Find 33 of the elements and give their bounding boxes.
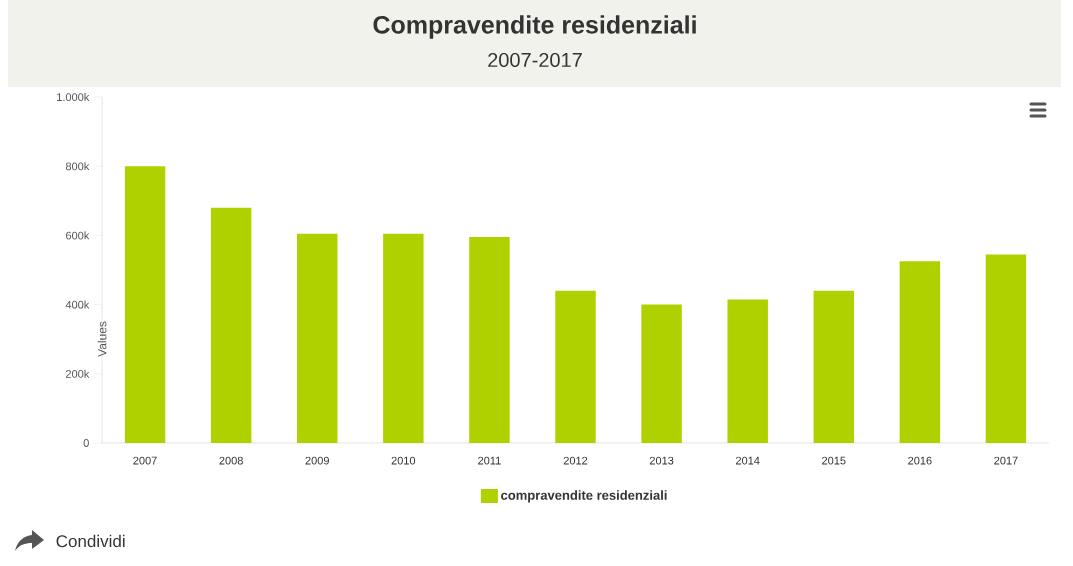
y-tick-label: 200k bbox=[65, 369, 90, 378]
text: Condividi bbox=[56, 534, 125, 548]
y-axis-title: Values bbox=[97, 321, 107, 357]
bar bbox=[985, 254, 1027, 443]
chart-title: Compravendite residenziali bbox=[373, 15, 696, 39]
bar bbox=[124, 166, 166, 443]
chart-subtitle: 2007-2017 bbox=[488, 52, 582, 68]
bar bbox=[469, 237, 510, 443]
x-tick-label: 2014 bbox=[736, 456, 760, 465]
y-tick-label: 600k bbox=[66, 231, 90, 240]
y-tick-label: 0 bbox=[83, 439, 89, 447]
x-tick-label: 2010 bbox=[391, 456, 416, 465]
bar bbox=[641, 304, 682, 443]
bar bbox=[813, 290, 855, 443]
y-tick-label: 1.000k bbox=[57, 92, 90, 102]
x-tick-label: 2012 bbox=[563, 456, 588, 465]
bar bbox=[297, 233, 338, 443]
y-tick-label: 400k bbox=[65, 300, 90, 309]
bar bbox=[899, 261, 941, 443]
x-tick-label: 2015 bbox=[822, 456, 846, 465]
x-tick-label: 2011 bbox=[478, 456, 501, 465]
bar bbox=[555, 290, 596, 443]
bar bbox=[727, 299, 768, 443]
x-tick-label: 2016 bbox=[908, 456, 932, 465]
bar bbox=[210, 207, 252, 443]
x-tick-label: 2013 bbox=[649, 456, 674, 465]
x-tick-label: 2007 bbox=[133, 456, 157, 465]
x-tick-label: 2008 bbox=[219, 456, 243, 465]
legend-label: compravendite residenziali bbox=[501, 490, 667, 503]
y-tick-label: 800k bbox=[65, 162, 90, 171]
bar bbox=[383, 233, 424, 443]
x-tick-label: 2017 bbox=[994, 456, 1018, 465]
x-tick-label: 2009 bbox=[305, 456, 329, 465]
